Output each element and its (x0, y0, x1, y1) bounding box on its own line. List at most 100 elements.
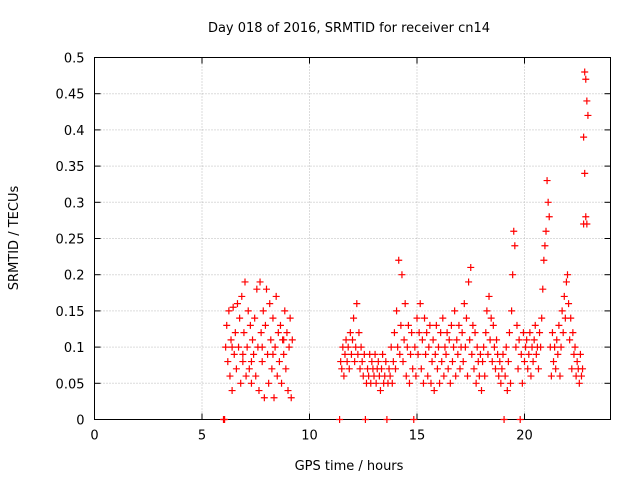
data-point (407, 350, 415, 358)
data-point (539, 285, 547, 293)
data-point (530, 336, 538, 344)
data-point (556, 372, 564, 380)
data-point (276, 321, 284, 329)
data-point (409, 365, 417, 373)
data-point (581, 68, 589, 76)
data-point (421, 314, 429, 322)
data-point (371, 350, 379, 358)
data-point (238, 292, 246, 300)
data-point (456, 365, 464, 373)
data-point (523, 336, 531, 344)
data-point (226, 372, 234, 380)
data-point (534, 365, 542, 373)
data-point (576, 350, 584, 358)
data-point (241, 278, 249, 286)
data-point (269, 314, 277, 322)
data-point (557, 343, 565, 351)
data-point (550, 358, 558, 366)
data-point (239, 350, 247, 358)
data-point (422, 350, 430, 358)
data-point (258, 358, 266, 366)
data-point (564, 271, 571, 279)
x-tick-label: 0 (90, 429, 98, 444)
data-point (269, 350, 277, 358)
data-point (472, 379, 480, 387)
y-tick-label: 0.25 (56, 233, 85, 248)
data-point (412, 372, 420, 380)
data-point (341, 350, 349, 358)
data-point (403, 343, 411, 351)
data-point (545, 213, 553, 221)
data-point (280, 336, 288, 344)
data-point (541, 242, 549, 250)
data-point (451, 307, 459, 315)
data-point (447, 321, 455, 329)
data-point (507, 379, 515, 387)
data-point (579, 365, 587, 373)
data-point (242, 372, 250, 380)
data-point (393, 307, 401, 315)
data-point (272, 292, 280, 300)
data-point (536, 329, 544, 337)
data-point (445, 336, 453, 344)
data-point (225, 307, 233, 315)
data-point (426, 321, 434, 329)
data-point (343, 358, 351, 366)
data-point (253, 285, 261, 293)
data-point (239, 358, 247, 366)
data-point (486, 336, 494, 344)
data-point (231, 329, 239, 337)
data-point (228, 387, 236, 395)
data-point (250, 350, 258, 358)
data-point (376, 387, 384, 395)
data-point (527, 372, 535, 380)
data-point (247, 379, 255, 387)
x-axis-label: GPS time / hours (295, 459, 404, 474)
data-point (468, 350, 476, 358)
data-point (399, 358, 407, 366)
data-point (404, 321, 412, 329)
data-point (458, 329, 466, 337)
data-point (570, 350, 578, 358)
data-point (555, 321, 563, 329)
data-point (580, 133, 588, 141)
data-point (281, 307, 289, 315)
data-point (413, 314, 421, 322)
x-tick-label: 5 (198, 429, 206, 444)
data-point (442, 350, 450, 358)
data-point (448, 358, 456, 366)
data-point (446, 379, 454, 387)
data-point (499, 350, 507, 358)
data-point (505, 329, 513, 337)
data-point (240, 329, 248, 337)
data-point (517, 350, 525, 358)
data-point (436, 379, 444, 387)
y-tick-label: 0.3 (64, 196, 85, 211)
data-point (509, 271, 517, 279)
data-point (258, 343, 266, 351)
data-point (515, 336, 523, 344)
data-point (481, 372, 489, 380)
data-point (525, 350, 533, 358)
x-tick-label: 15 (409, 429, 426, 444)
data-point (496, 358, 504, 366)
data-point (552, 365, 560, 373)
data-point (336, 416, 344, 423)
y-tick-label: 0.15 (56, 305, 85, 320)
data-point (540, 256, 548, 264)
data-point (418, 336, 426, 344)
data-point (280, 350, 288, 358)
data-point (425, 343, 433, 351)
data-point (274, 329, 282, 337)
data-point (473, 343, 481, 351)
data-point (358, 358, 366, 366)
data-point (531, 321, 539, 329)
data-point (503, 387, 511, 395)
data-point (573, 358, 581, 366)
data-point (562, 278, 570, 286)
data-point (522, 343, 530, 351)
y-tick-label: 0.45 (56, 88, 85, 103)
data-point (417, 365, 425, 373)
data-point (490, 343, 498, 351)
data-point (443, 329, 451, 337)
